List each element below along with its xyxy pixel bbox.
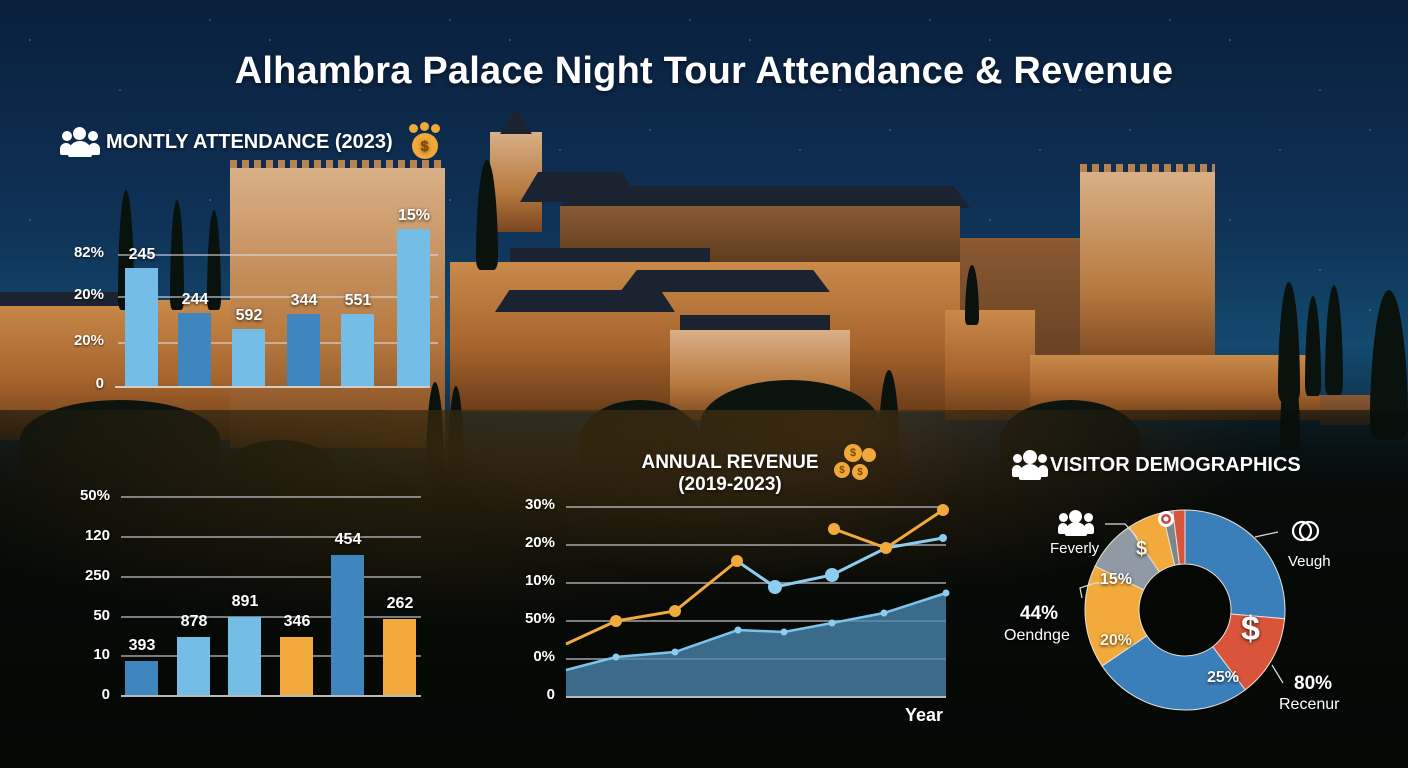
gridline (566, 506, 946, 508)
y-tick-label: 20% (524, 534, 555, 551)
monthly-attendance-title: MONTLY ATTENDANCE (2023) (106, 130, 393, 153)
y-tick-label: 0 (101, 686, 110, 703)
bar[interactable] (125, 268, 158, 386)
gridline (121, 695, 421, 697)
label-recenur-pct: 80% (1294, 673, 1333, 694)
bar-value-label: 393 (128, 637, 156, 654)
people-icon (60, 127, 100, 157)
people-icon (1058, 510, 1094, 536)
gridline (118, 342, 438, 344)
y-tick-label: 50 (93, 607, 110, 624)
label-oendnge: Oendnge (1004, 627, 1070, 644)
bar-value-label: 15% (397, 207, 431, 224)
bar[interactable] (341, 314, 374, 386)
bar-value-label: 262 (386, 595, 414, 612)
bar-value-label: 878 (180, 613, 208, 630)
gridline (118, 254, 438, 256)
x-axis-label: Year (905, 705, 944, 725)
bar-value-label: 551 (344, 292, 372, 309)
gridline (121, 576, 421, 578)
bar[interactable] (232, 329, 265, 386)
label-recenur: Recenur (1279, 696, 1340, 713)
y-tick-label: 20% (73, 332, 104, 349)
annual-revenue-header: ANNUAL REVENUE (2019-2023) (630, 452, 830, 496)
bar-value-label: 244 (181, 291, 209, 308)
y-tick-label: 82% (73, 244, 104, 261)
bar-value-label: 891 (231, 593, 259, 610)
slice-25[interactable] (1101, 635, 1246, 711)
annual-revenue-title: ANNUAL REVENUE (641, 452, 819, 473)
y-tick-label: 50% (524, 610, 555, 627)
bar-value-label: 346 (283, 613, 311, 630)
y-tick-label: 0 (95, 375, 104, 392)
slice-label-15: 15% (1100, 571, 1133, 588)
slice-label-dollar-orange: $ (1136, 538, 1148, 560)
bar[interactable] (397, 229, 430, 386)
bar[interactable] (177, 637, 210, 695)
y-tick-label: 50% (79, 487, 110, 504)
gridline (566, 696, 946, 698)
bar[interactable] (178, 313, 211, 386)
slice-label-25: 25% (1207, 669, 1240, 686)
slice-label-20: 20% (1100, 632, 1133, 649)
bar[interactable] (383, 619, 416, 695)
y-tick-label: 30% (524, 496, 555, 513)
bar-value-label: 245 (128, 246, 156, 263)
gridline (121, 616, 421, 618)
paw-coin-icon: $ (405, 122, 445, 162)
bar[interactable] (331, 555, 364, 695)
y-tick-label: 0 (546, 686, 555, 703)
visitor-demographics-header: VISITOR DEMOGRAPHICS (1012, 450, 1301, 480)
bar-value-label: 344 (290, 292, 318, 309)
slice-red-small[interactable] (1172, 509, 1186, 565)
label-oendnge-pct: 44% (1020, 603, 1059, 624)
label-veugh: Veugh (1288, 553, 1331, 570)
people-icon (1012, 450, 1048, 480)
bar[interactable] (228, 617, 261, 695)
y-tick-label: 0% (533, 648, 555, 665)
y-tick-label: 120 (84, 527, 110, 544)
label-feverly: Feverly (1050, 540, 1100, 557)
slice-veugh[interactable] (1184, 509, 1286, 620)
x-axis (115, 386, 430, 388)
bar-value-label: 592 (235, 307, 263, 324)
bar[interactable] (125, 661, 158, 695)
visitor-demographics-title: VISITOR DEMOGRAPHICS (1050, 453, 1301, 476)
bar-value-label: 454 (334, 531, 362, 548)
slice-label-dollar-red: $ (1241, 610, 1260, 648)
bar[interactable] (280, 637, 313, 695)
gridline (121, 496, 421, 498)
page-title: Alhambra Palace Night Tour Attendance & … (234, 50, 1174, 92)
gridline (121, 655, 421, 657)
coins-icon: $ $ $ (832, 444, 880, 484)
y-tick-label: 10% (524, 572, 555, 589)
bar[interactable] (287, 314, 320, 386)
gridline (118, 296, 438, 298)
y-tick-label: 20% (73, 286, 104, 303)
annual-revenue-years: (2019-2023) (678, 473, 782, 495)
y-tick-label: 10 (93, 646, 110, 663)
monthly-attendance-header: MONTLY ATTENDANCE (2023) $ (60, 122, 445, 162)
y-tick-label: 250 (84, 567, 110, 584)
gridline (121, 536, 421, 538)
